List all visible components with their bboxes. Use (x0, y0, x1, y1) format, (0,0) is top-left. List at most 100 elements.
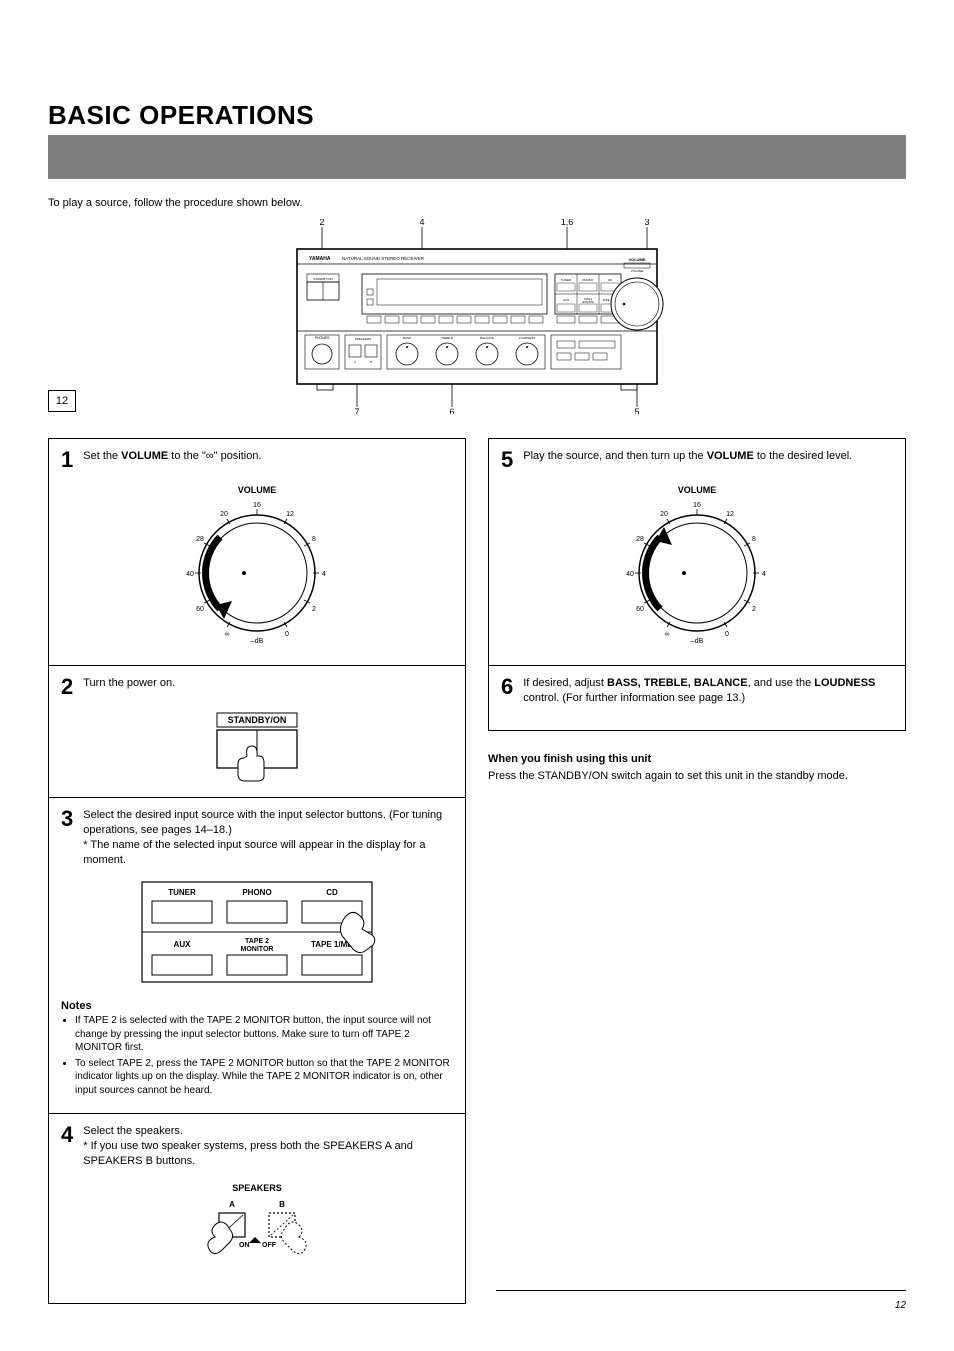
vol-label: VOLUME (238, 485, 277, 495)
top-mon: MONITOR (582, 301, 594, 304)
lbl-aux: AUX (174, 940, 192, 949)
spk-off: OFF (262, 1242, 277, 1249)
brand-label: YAMAHA (309, 256, 331, 262)
top-a: A (354, 360, 356, 364)
svg-text:16: 16 (693, 502, 701, 509)
step-1-text: Set the VOLUME to the "∞" position. (83, 449, 261, 464)
step-6: 6 If desired, adjust BASS, TREBLE, BALAN… (488, 666, 906, 731)
step-5: 5 Play the source, and then turn up the … (488, 438, 906, 666)
page-title: BASIC OPERATIONS (48, 100, 906, 131)
svg-text:2: 2 (312, 606, 316, 613)
top-phones: PHONES (315, 336, 330, 340)
spk-label: SPEAKERS (232, 1183, 282, 1193)
svg-text:12: 12 (286, 511, 294, 518)
receiver-diagram: 2 4 1,6 3 7 6 5 YAMAHA NATURAL SOUND STE… (267, 219, 687, 414)
svg-text:4: 4 (762, 571, 766, 578)
step-5-text: Play the source, and then turn up the VO… (523, 449, 852, 464)
svg-text:–dB: –dB (251, 638, 264, 645)
step-5-num: 5 (501, 449, 513, 471)
page-number-box: 12 (48, 390, 76, 412)
step-2: 2 Turn the power on. STANDBY/ON (48, 666, 466, 798)
svg-text:BASS: BASS (403, 336, 411, 340)
step-3-notes-heading: Notes (61, 1000, 453, 1012)
svg-text:28: 28 (636, 536, 644, 543)
step-4: 4 Select the speakers. * If you use two … (48, 1114, 466, 1304)
svg-text:16: 16 (253, 502, 261, 509)
lbl-tuner: TUNER (168, 888, 196, 897)
svg-text:12: 12 (726, 511, 734, 518)
callout-3: 3 (644, 219, 649, 227)
page-number: 12 (56, 395, 68, 407)
svg-text:2: 2 (752, 606, 756, 613)
after-text: Press the STANDBY/ON switch again to set… (488, 769, 906, 784)
top-volume-label2: VOLUME (631, 269, 644, 273)
receiver-label: NATURAL SOUND STEREO RECEIVER (342, 256, 425, 261)
footer-rule (496, 1290, 906, 1291)
step-6-text: If desired, adjust BASS, TREBLE, BALANCE… (523, 676, 893, 706)
note-1: If TAPE 2 is selected with the TAPE 2 MO… (75, 1014, 453, 1055)
svg-text:28: 28 (196, 536, 204, 543)
spk-b: B (279, 1200, 285, 1209)
top-volume-label: VOLUME (628, 257, 645, 262)
svg-text:∞: ∞ (665, 631, 670, 638)
svg-text:8: 8 (752, 536, 756, 543)
step-3-text: Select the desired input source with the… (83, 808, 453, 867)
svg-text:20: 20 (660, 511, 668, 518)
top-phono: PHONO (582, 278, 594, 282)
top-aux: AUX (563, 298, 569, 302)
lbl-phono: PHONO (242, 888, 271, 897)
svg-text:8: 8 (312, 536, 316, 543)
top-b: B (370, 360, 372, 364)
step-3-num: 3 (61, 808, 73, 830)
footer-page-number: 12 (895, 1300, 906, 1311)
callout-5: 5 (634, 407, 639, 414)
svg-text:60: 60 (196, 606, 204, 613)
after-heading: When you finish using this unit (488, 753, 906, 765)
svg-text:TREBLE: TREBLE (441, 336, 453, 340)
intro-text: To play a source, follow the procedure s… (48, 197, 906, 209)
note-2: To select TAPE 2, press the TAPE 2 MONIT… (75, 1057, 453, 1098)
callout-6: 6 (449, 407, 454, 414)
step-4-text: Select the speakers. * If you use two sp… (83, 1124, 453, 1169)
svg-text:40: 40 (626, 571, 634, 578)
step-6-num: 6 (501, 676, 513, 698)
step-4-num: 4 (61, 1124, 73, 1146)
top-tuner: TUNER (561, 278, 572, 282)
svg-text:20: 20 (220, 511, 228, 518)
svg-text:–dB: –dB (691, 638, 704, 645)
step-3-notes: If TAPE 2 is selected with the TAPE 2 MO… (61, 1014, 453, 1097)
lbl-tape2a: TAPE 2 (245, 938, 269, 945)
spk-on: ON (239, 1242, 250, 1249)
volume-dial-cw: VOLUME 16 20 12 28 8 40 4 60 2 ∞ (612, 481, 782, 651)
svg-text:∞: ∞ (225, 631, 230, 638)
svg-text:0: 0 (285, 631, 289, 638)
svg-text:40: 40 (186, 571, 194, 578)
step-3: 3 Select the desired input source with t… (48, 798, 466, 1114)
title-bar (48, 135, 906, 179)
callout-4: 4 (419, 219, 424, 227)
svg-text:LOUDNESS: LOUDNESS (519, 336, 536, 340)
step-2-text: Turn the power on. (83, 676, 175, 691)
speakers-fig: SPEAKERS A B ON OFF (187, 1179, 327, 1289)
callout-2: 2 (319, 219, 324, 227)
input-buttons-fig: TUNER PHONO CD AUX TAPE 2 MONITOR TAPE 1… (137, 877, 377, 992)
step-1: 1 Set the VOLUME to the "∞" position. VO… (48, 438, 466, 666)
standby-button-fig: STANDBY/ON (202, 708, 312, 783)
top-speakers-label: SPEAKERS (355, 337, 371, 341)
left-column: 1 Set the VOLUME to the "∞" position. VO… (48, 438, 466, 1304)
right-column: 5 Play the source, and then turn up the … (488, 438, 906, 1304)
svg-text:4: 4 (322, 571, 326, 578)
step-2-num: 2 (61, 676, 73, 698)
callout-7: 7 (354, 407, 359, 414)
volume-dial-ccw: VOLUME 16 20 12 28 8 40 4 60 2 (172, 481, 342, 651)
spk-a: A (229, 1200, 235, 1209)
svg-text:60: 60 (636, 606, 644, 613)
vol-label2: VOLUME (678, 485, 717, 495)
standby-text: STANDBY/ON (228, 715, 287, 725)
step-1-num: 1 (61, 449, 73, 471)
callout-16: 1,6 (561, 219, 574, 227)
svg-text:0: 0 (725, 631, 729, 638)
lbl-cd: CD (326, 888, 338, 897)
lbl-tape2b: MONITOR (241, 946, 274, 953)
svg-text:BALANCE: BALANCE (480, 336, 494, 340)
